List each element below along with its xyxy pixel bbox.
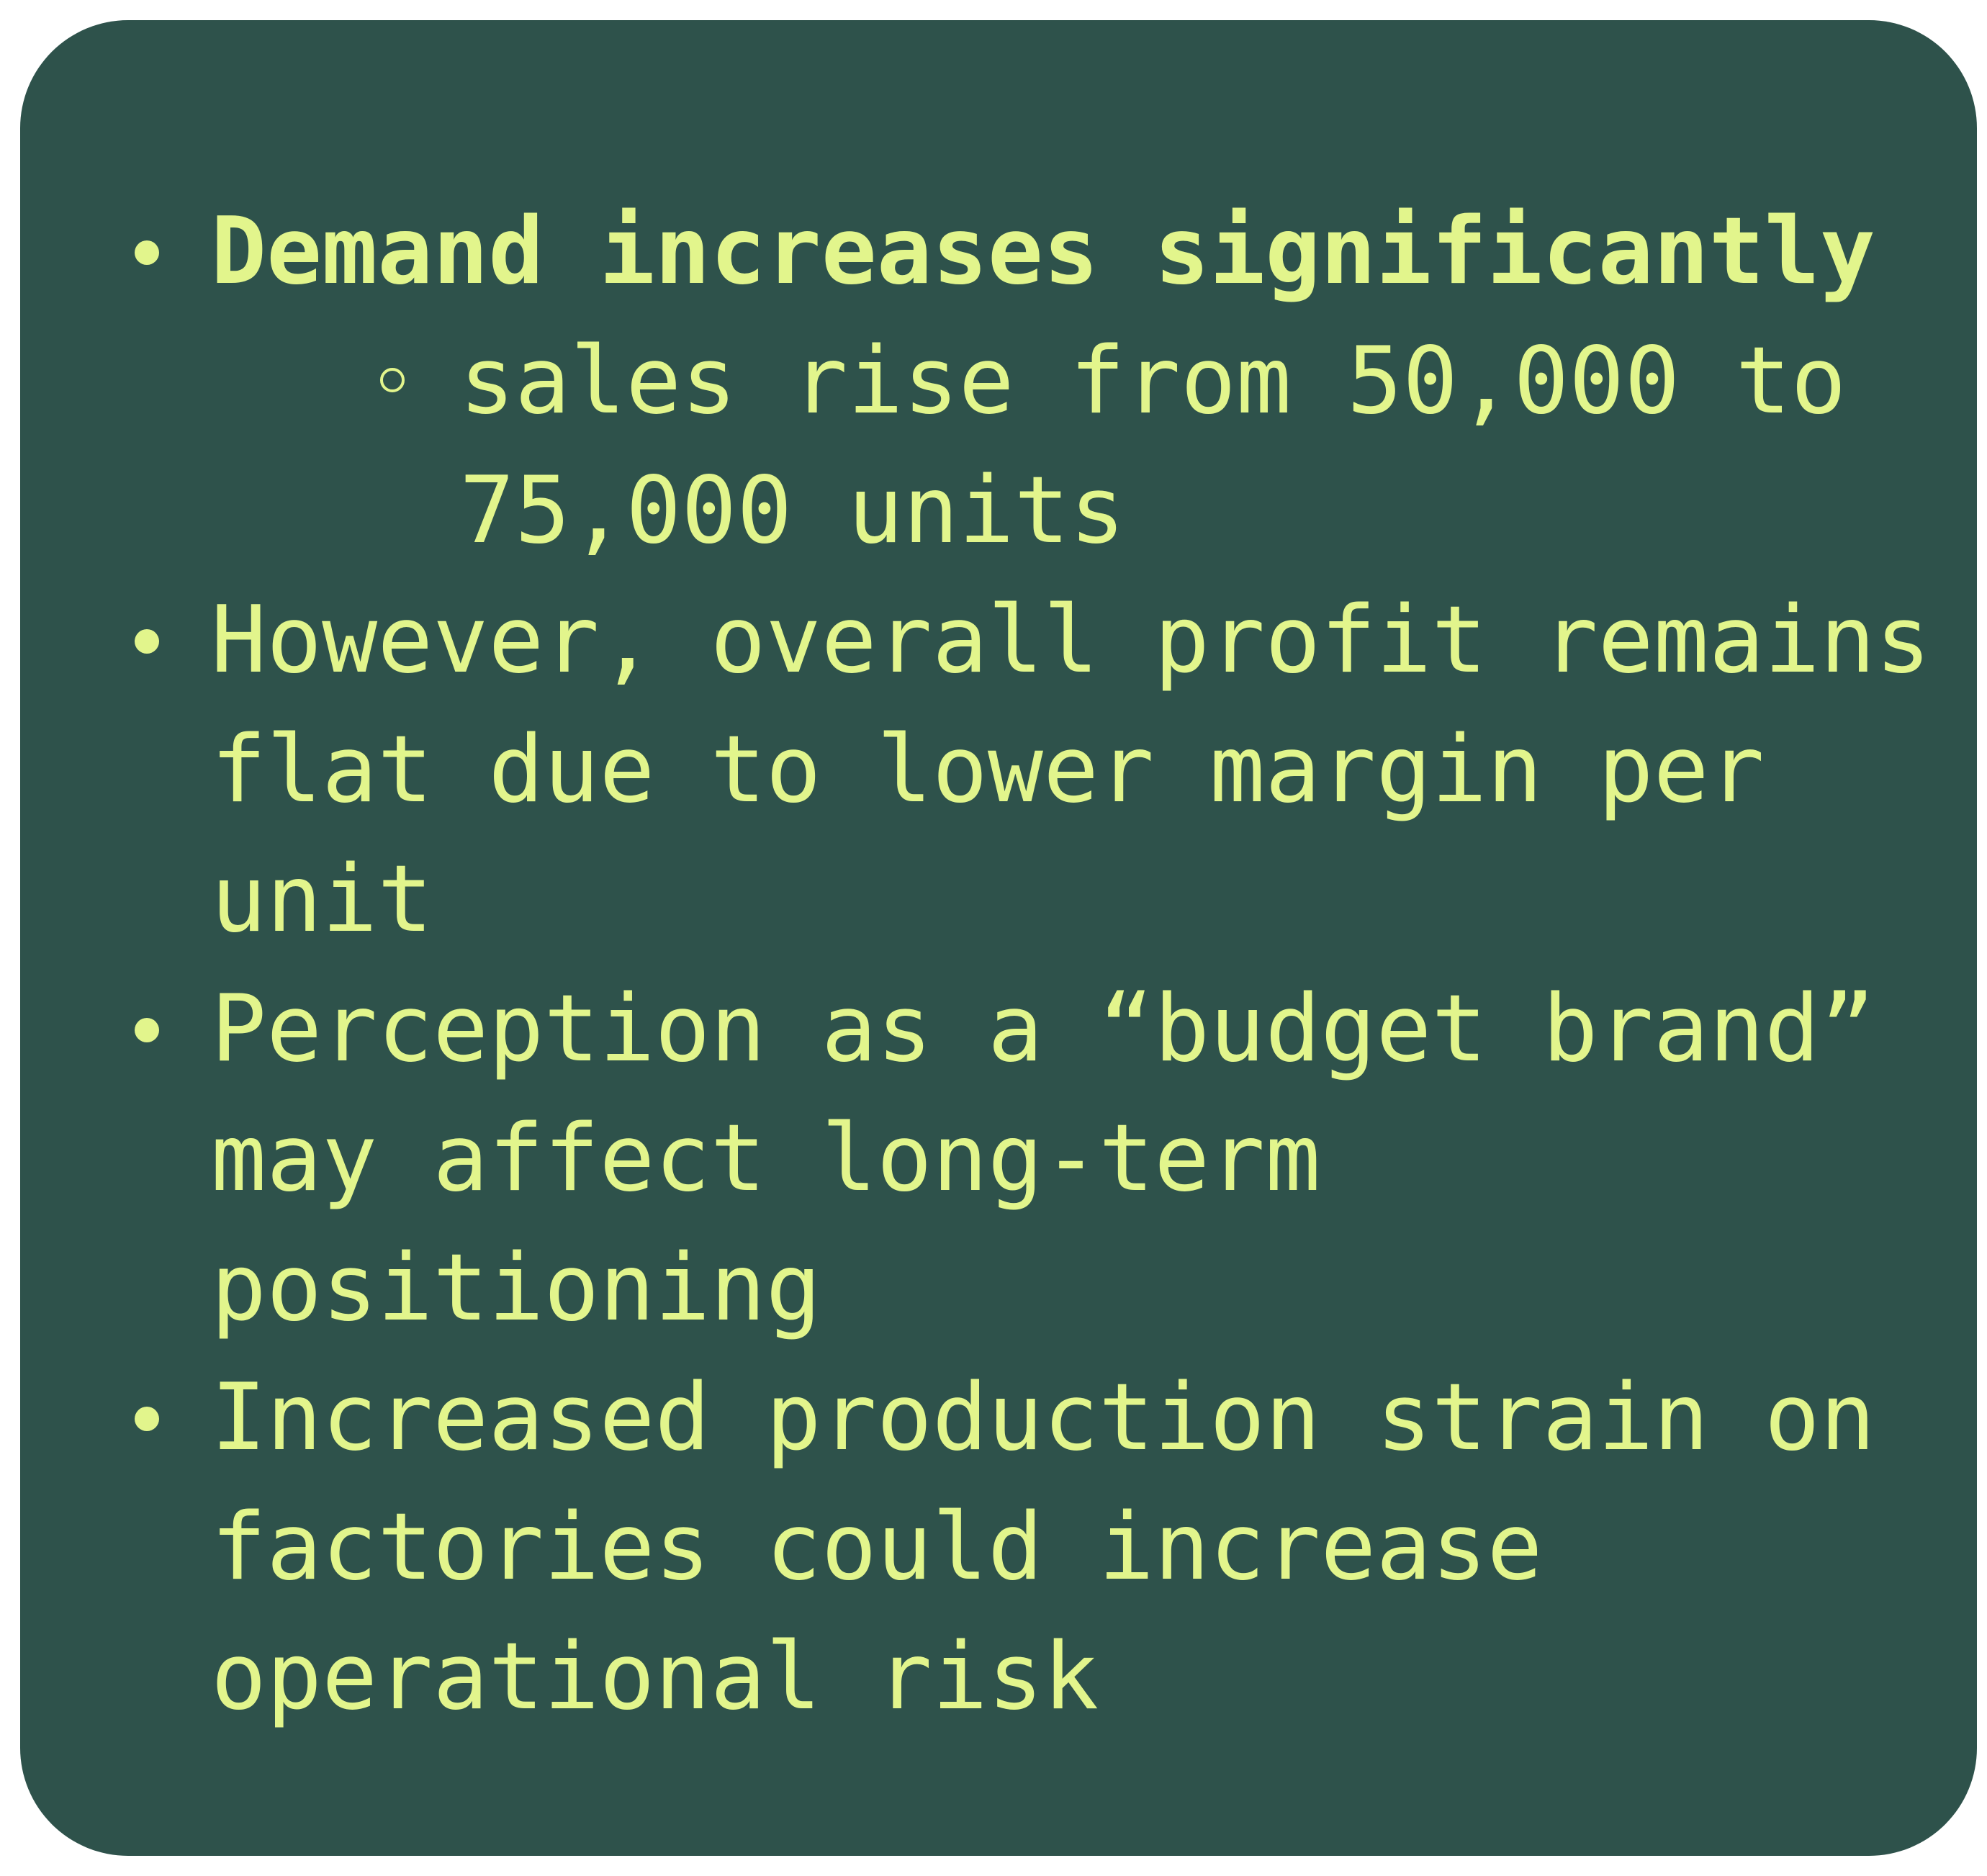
- list-item-text: operational risk: [211, 1623, 1099, 1731]
- list-item: Increased production strain on factories…: [125, 1353, 1987, 1742]
- list-item-text: flat due to lower margin per: [211, 716, 1765, 824]
- bullet-dot-icon: [135, 1018, 159, 1042]
- sub-item-text: sales rise from 50,000 to: [459, 328, 1847, 435]
- list-item-text: Demand increases significantly: [211, 198, 1875, 305]
- hollow-bullet-icon: [380, 368, 405, 392]
- bullet-dot-icon: [135, 629, 159, 654]
- list-item-text: Increased production strain on: [211, 1364, 1875, 1471]
- list-item: However, overall profit remains flat due…: [125, 576, 1987, 965]
- list-item-text: However, overall profit remains: [211, 587, 1931, 694]
- sub-item-text: 75,000 units: [459, 457, 1125, 564]
- bullet-list: Demand increases significantly sales ris…: [125, 187, 1987, 1742]
- list-item-text: unit: [211, 846, 433, 953]
- list-item: Perception as a “budget brand” may affec…: [125, 965, 1987, 1353]
- list-item-text: Perception as a “budget brand”: [211, 975, 1875, 1083]
- note-card: Demand increases significantly sales ris…: [20, 20, 1977, 1856]
- list-item-text: may affect long-term: [211, 1105, 1321, 1212]
- sub-list-item: sales rise from 50,000 to 75,000 units: [211, 317, 1987, 576]
- list-item-text: positioning: [211, 1235, 821, 1342]
- bullet-dot-icon: [135, 1407, 159, 1431]
- list-item: Demand increases significantly sales ris…: [125, 187, 1987, 576]
- bullet-dot-icon: [135, 240, 159, 265]
- list-item-text: factories could increase: [211, 1494, 1543, 1601]
